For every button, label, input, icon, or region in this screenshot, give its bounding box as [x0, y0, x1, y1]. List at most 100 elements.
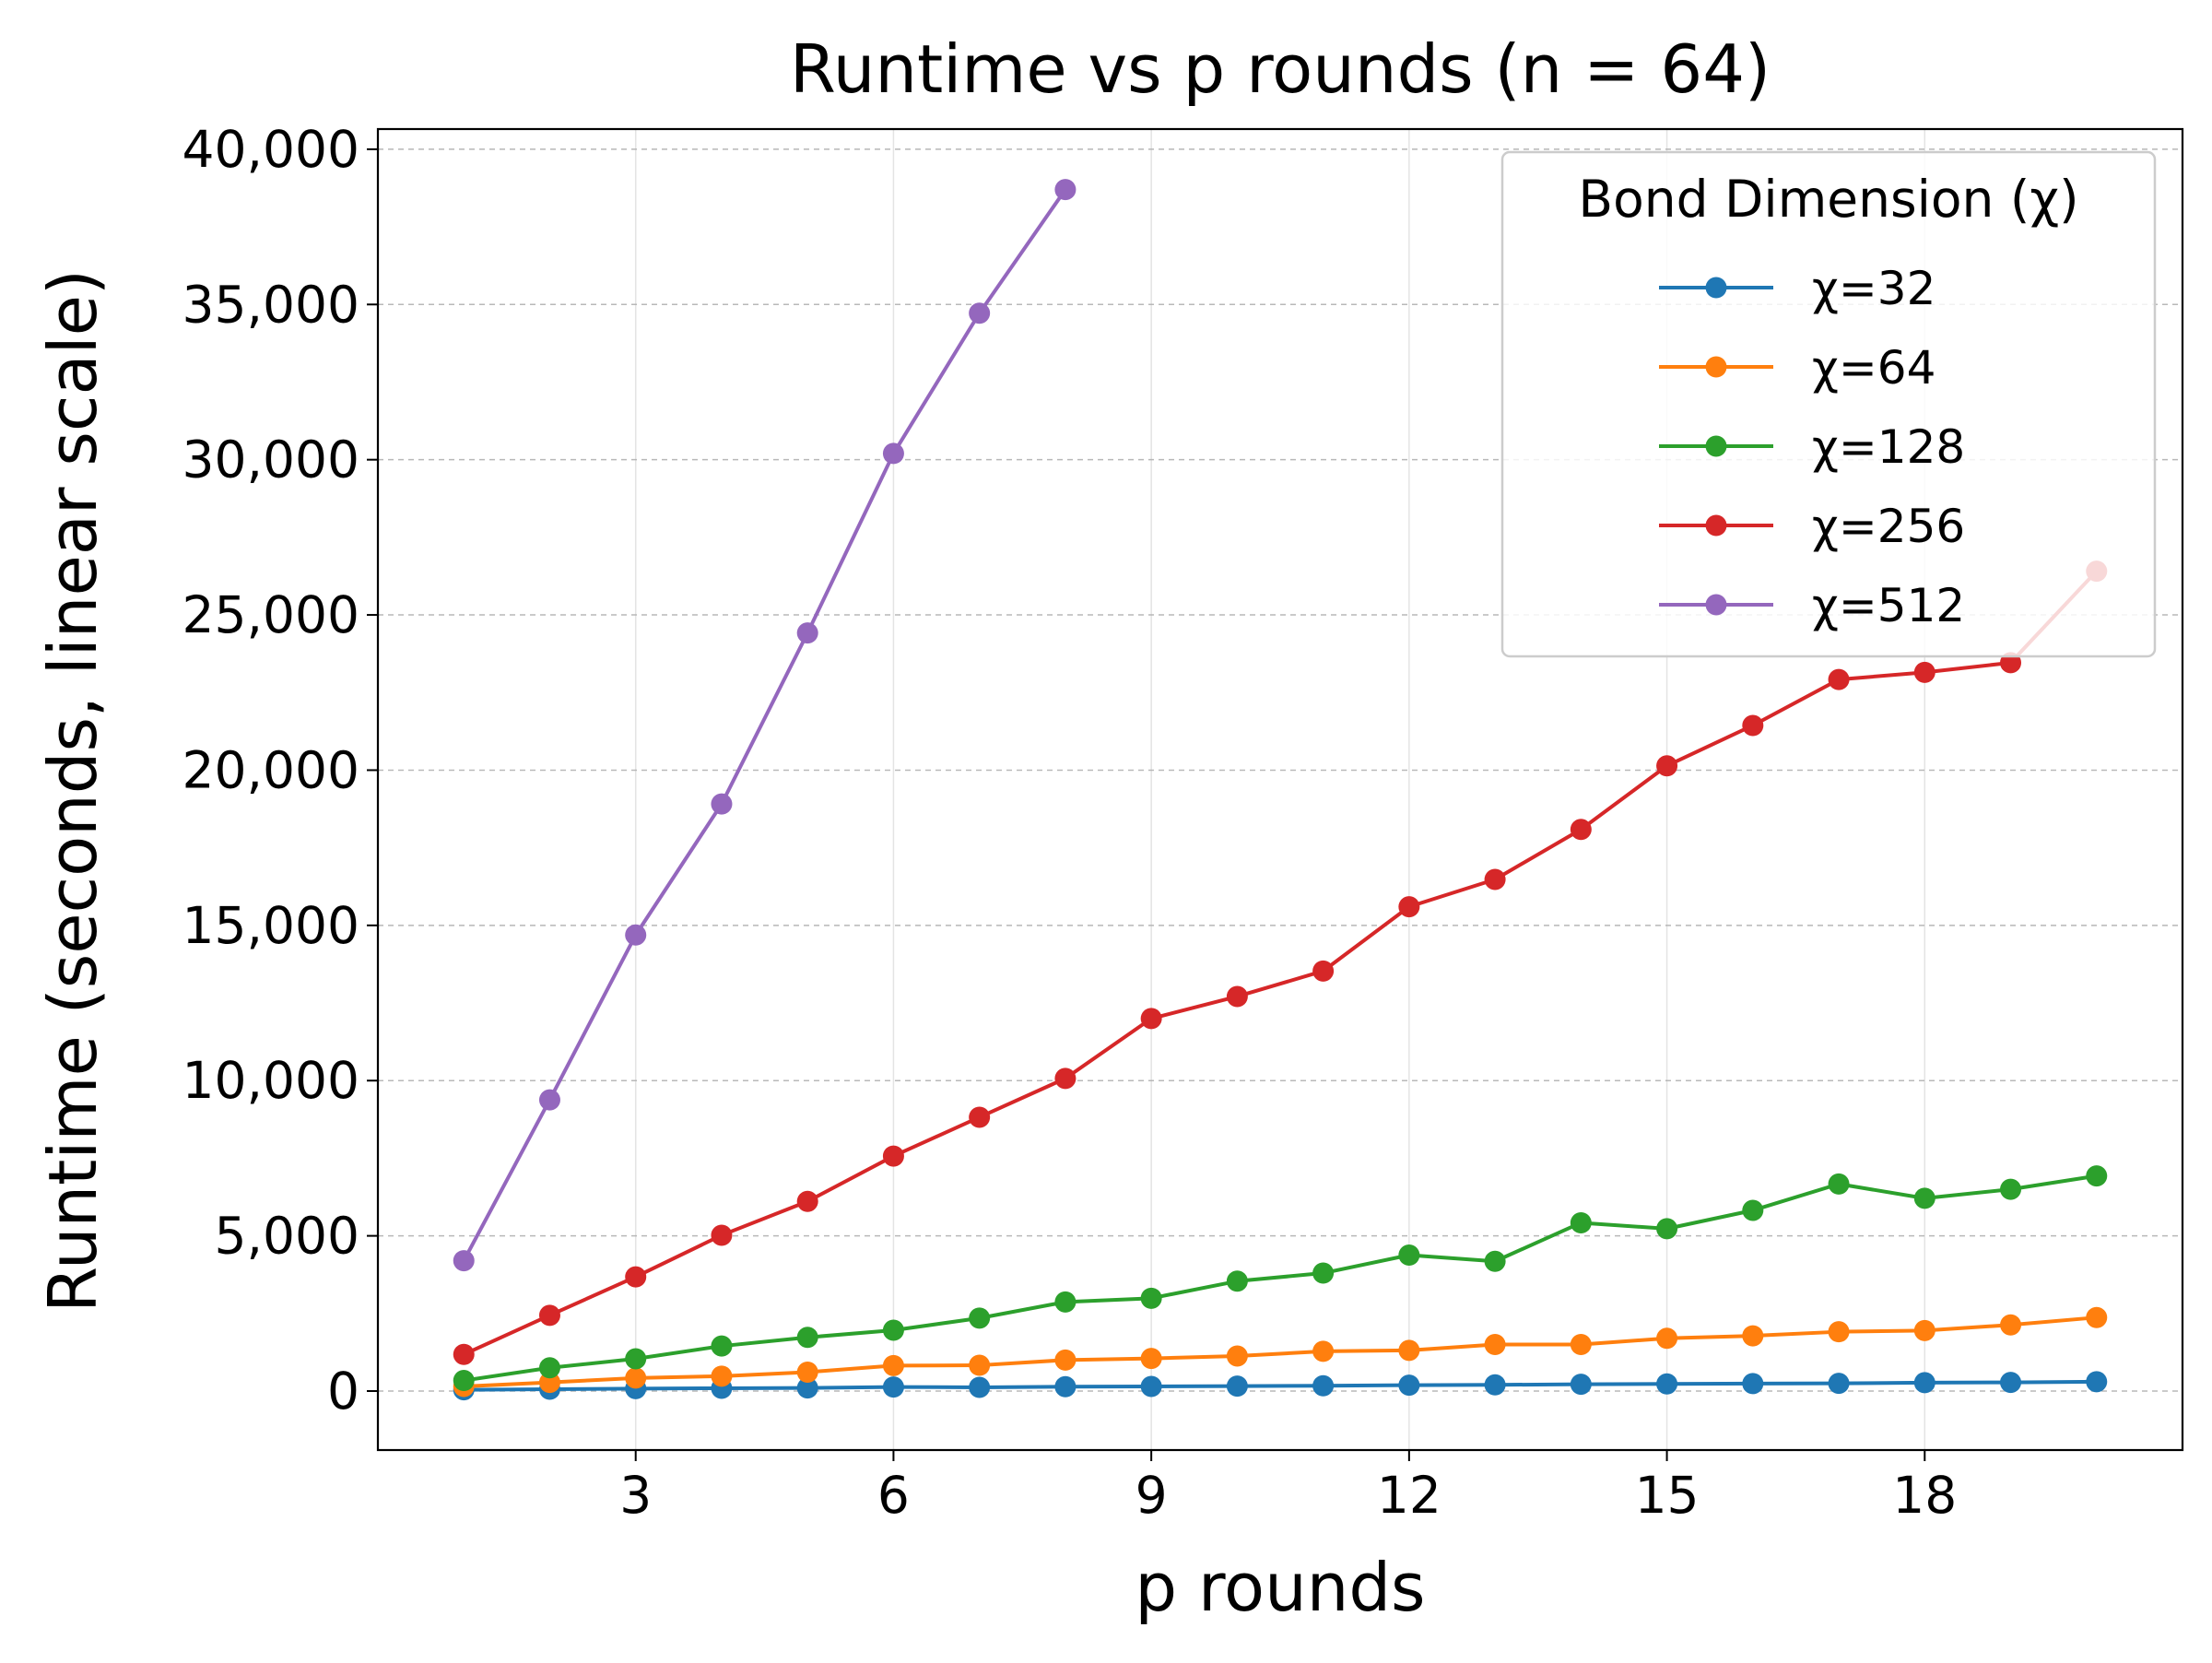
data-point [882, 1376, 904, 1398]
data-point [2086, 1371, 2108, 1393]
legend-entry: χ=512 [1659, 579, 1965, 632]
data-point [1484, 1250, 1506, 1272]
data-point [2086, 1165, 2108, 1187]
data-point [1570, 1211, 1592, 1233]
data-point [711, 1335, 733, 1357]
data-point [1398, 1374, 1420, 1397]
data-point [453, 1343, 475, 1365]
data-point [1913, 1187, 1936, 1209]
legend-label: χ=32 [1812, 262, 1936, 315]
data-point [1054, 1349, 1077, 1371]
y-tick-label: 15,000 [182, 896, 359, 955]
axis-ticks: 3 6 9 12 15 18 0 5,000 10,000 15,000 20,000 25,000 3… [182, 120, 1958, 1525]
legend-swatch-marker [1705, 594, 1727, 616]
x-tick-label: 9 [1135, 1466, 1168, 1525]
series-group [453, 560, 2108, 1365]
series-line [464, 1315, 2097, 1388]
data-point [796, 622, 818, 644]
legend-entry: χ=32 [1659, 262, 1936, 315]
data-point [711, 1365, 733, 1387]
legend-entry: χ=64 [1659, 341, 1936, 395]
data-point [711, 1224, 733, 1246]
data-point [1913, 1372, 1936, 1394]
legend-box [1500, 150, 2157, 658]
x-tick-label: 3 [619, 1466, 652, 1525]
data-point [625, 1348, 647, 1370]
data-point [1484, 1333, 1506, 1355]
data-point [1054, 1291, 1077, 1313]
data-point [1226, 1270, 1248, 1292]
data-point [882, 442, 904, 465]
data-point [1656, 755, 1678, 777]
data-point [796, 1327, 818, 1349]
data-point [1140, 1348, 1162, 1370]
y-tick-label: 30,000 [182, 430, 359, 489]
data-point [969, 1354, 991, 1376]
legend-label: χ=256 [1812, 500, 1965, 553]
series-line [463, 1174, 2098, 1383]
legend-swatch-marker [1705, 514, 1727, 537]
data-point [2000, 1372, 2022, 1394]
data-point [1742, 1199, 1764, 1221]
data-point [1656, 1327, 1678, 1350]
legend-entry: χ=256 [1659, 500, 1965, 553]
y-tick-label: 10,000 [182, 1051, 359, 1110]
data-point [796, 1190, 818, 1212]
data-point [1140, 1375, 1162, 1398]
series-line [464, 1379, 2097, 1392]
data-point [1742, 714, 1764, 737]
series-lines [453, 179, 2108, 1401]
data-point [2000, 1314, 2022, 1336]
data-point [711, 793, 733, 815]
data-point [1312, 960, 1335, 982]
legend-swatch-marker [1705, 435, 1727, 457]
data-point [2086, 1306, 2108, 1328]
x-tick-label: 6 [877, 1466, 910, 1525]
legend-swatch-marker [1705, 277, 1727, 299]
data-point [538, 1304, 560, 1327]
data-point [1828, 1321, 1850, 1343]
data-point [969, 1307, 991, 1329]
data-point [796, 1377, 818, 1399]
data-point [1312, 1340, 1335, 1362]
x-tick-label: 18 [1892, 1466, 1957, 1525]
data-point [969, 1106, 991, 1128]
data-point [538, 1372, 560, 1394]
data-point [1828, 1173, 1850, 1195]
data-point [1742, 1325, 1764, 1347]
data-point [1054, 1375, 1077, 1398]
data-point [538, 1357, 560, 1379]
data-point [625, 924, 647, 946]
series-group [453, 179, 1077, 1272]
data-point [453, 1370, 475, 1392]
data-point [1226, 1375, 1248, 1398]
data-point [882, 1319, 904, 1341]
data-point [1828, 1373, 1850, 1395]
y-tick-label: 35,000 [182, 275, 359, 334]
chart-title: Runtime vs p rounds (n = 64) [790, 30, 1771, 108]
legend-title: Bond Dimension (χ) [1578, 170, 2078, 229]
data-point [969, 302, 991, 324]
series-line [462, 188, 1067, 1262]
y-tick-label: 40,000 [182, 120, 359, 179]
x-axis-label: p rounds [1135, 1549, 1425, 1626]
data-point [1398, 1339, 1420, 1362]
data-point [1140, 1287, 1162, 1309]
data-point [2000, 1178, 2022, 1200]
data-point [1828, 668, 1850, 690]
data-point [1913, 1319, 1936, 1341]
data-point [1054, 179, 1077, 201]
data-point [538, 1089, 560, 1111]
data-point [1656, 1373, 1678, 1395]
series-group [453, 1165, 2108, 1392]
data-point [1226, 1345, 1248, 1367]
data-point [1742, 1373, 1764, 1395]
data-point [969, 1376, 991, 1398]
legend-label: χ=64 [1812, 341, 1936, 395]
data-point [1312, 1262, 1335, 1284]
data-point [625, 1266, 647, 1288]
data-point [796, 1361, 818, 1383]
data-point [625, 1367, 647, 1389]
data-point [453, 1250, 475, 1272]
